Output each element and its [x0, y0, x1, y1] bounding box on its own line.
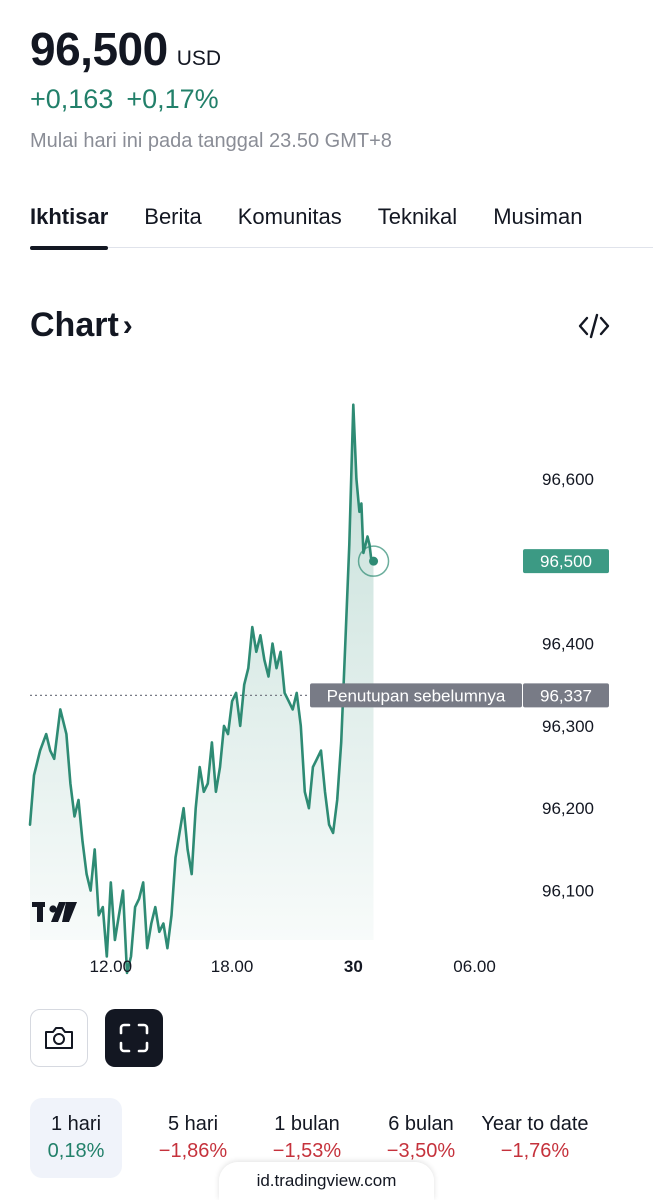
- tab-ikhtisar[interactable]: Ikhtisar: [30, 204, 109, 250]
- chevron-right-icon: ›: [122, 308, 133, 342]
- camera-icon: [45, 1027, 73, 1049]
- x-axis: 12.00 18.00 30 06.00: [90, 957, 496, 976]
- fullscreen-button[interactable]: [105, 1009, 163, 1067]
- period-1-day[interactable]: 1 hari 0,18%: [30, 1098, 122, 1178]
- currency-label: USD: [176, 47, 222, 70]
- period-year-to-date[interactable]: Year to date −1,76%: [478, 1098, 592, 1178]
- last-price-tag: 96,500: [523, 549, 609, 574]
- change-percent: +0,17%: [126, 84, 219, 114]
- embed-code-button[interactable]: [574, 308, 614, 344]
- code-icon: [578, 313, 610, 339]
- y-tick-label: 96,600: [542, 470, 594, 489]
- price-line: [28, 403, 375, 975]
- chart-title: Chart: [30, 306, 119, 344]
- tab-musiman[interactable]: Musiman: [493, 204, 583, 229]
- y-axis: 96,600 96,400 96,300 96,200 96,100: [542, 470, 594, 901]
- y-tick-label: 96,300: [542, 717, 594, 736]
- period-1-month[interactable]: 1 bulan −1,53%: [250, 1098, 364, 1178]
- x-tick-label: 18.00: [211, 957, 254, 976]
- period-change: −1,86%: [158, 1140, 228, 1162]
- previous-close-label: Penutupan sebelumnya: [327, 686, 506, 705]
- chart-title-link[interactable]: Chart ›: [30, 306, 133, 345]
- price-chart[interactable]: 96,600 96,400 96,300 96,200 96,100 12.00 18.0…: [0, 360, 653, 980]
- period-label: 6 bulan: [388, 1113, 454, 1135]
- x-tick-label: 06.00: [453, 957, 496, 976]
- period-change: 0,18%: [47, 1140, 105, 1162]
- y-tick-label: 96,200: [542, 799, 594, 818]
- change-absolute: +0,163: [30, 84, 114, 114]
- period-label: 5 hari: [167, 1113, 219, 1135]
- tabs-divider: [30, 247, 653, 248]
- price-area-fill: [30, 404, 374, 973]
- fullscreen-icon: [119, 1023, 149, 1053]
- current-price: 96,500: [30, 23, 168, 75]
- last-price-tag-text: 96,500: [540, 552, 592, 571]
- y-tick-label: 96,100: [542, 882, 594, 901]
- period-change: −1,76%: [500, 1140, 570, 1162]
- period-label: 1 bulan: [274, 1113, 340, 1135]
- browser-url-bar[interactable]: id.tradingview.com: [219, 1162, 434, 1200]
- period-selector: 1 hari 0,18% 5 hari −1,86% 1 bulan −1,53…: [30, 1098, 653, 1178]
- y-tick-label: 96,400: [542, 635, 594, 654]
- last-point-ring: [357, 545, 390, 577]
- period-6-months[interactable]: 6 bulan −3,50%: [364, 1098, 478, 1178]
- x-tick-label: 30: [344, 957, 363, 976]
- tradingview-logo: [32, 902, 77, 922]
- last-point-dot: [369, 556, 379, 566]
- previous-close-tag: Penutupan sebelumnya 96,337: [310, 683, 609, 708]
- price-header: 96,500 USD: [30, 22, 221, 76]
- section-tabs: Ikhtisar Berita Komunitas Teknikal Musim…: [30, 204, 653, 250]
- x-tick-label: 12.00: [90, 957, 133, 976]
- snapshot-button[interactable]: [30, 1009, 88, 1067]
- tab-komunitas[interactable]: Komunitas: [237, 204, 342, 229]
- price-change: +0,163 +0,17%: [30, 84, 219, 115]
- period-change: −1,53%: [272, 1140, 342, 1162]
- session-start-text: Mulai hari ini pada tanggal 23.50 GMT+8: [30, 130, 392, 152]
- period-label: Year to date: [481, 1113, 589, 1135]
- tab-berita[interactable]: Berita: [144, 204, 202, 229]
- previous-close-value: 96,337: [540, 686, 592, 705]
- period-5-days[interactable]: 5 hari −1,86%: [136, 1098, 250, 1178]
- tab-teknikal[interactable]: Teknikal: [377, 204, 458, 229]
- period-change: −3,50%: [386, 1140, 456, 1162]
- period-label: 1 hari: [50, 1113, 102, 1135]
